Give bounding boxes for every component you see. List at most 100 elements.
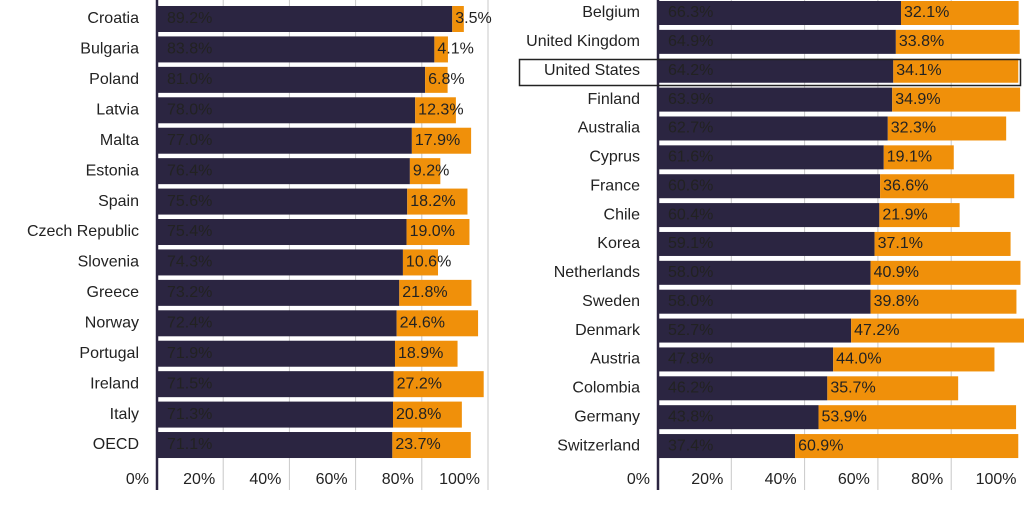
bar-segment: [157, 66, 426, 93]
value-label: 62.7%: [668, 120, 713, 137]
bar-segment: [892, 87, 1021, 112]
bar-segment: [895, 29, 1020, 54]
value-label: 77.0%: [167, 132, 212, 149]
value-label: 52.7%: [668, 322, 713, 339]
value-label: 21.9%: [882, 206, 927, 223]
bar-segment: [658, 231, 875, 256]
value-label: 40.9%: [874, 264, 919, 281]
value-label: 64.2%: [668, 62, 713, 79]
bar-segment: [157, 401, 394, 428]
value-label: 64.9%: [668, 33, 713, 50]
value-label: 23.7%: [395, 436, 440, 453]
x-tick-label: 100%: [439, 471, 480, 488]
y-tick-label: Denmark: [575, 322, 641, 339]
value-label: 6.8%: [428, 71, 464, 88]
bar-segment: [393, 371, 484, 398]
bar-segment: [887, 116, 1007, 141]
y-tick-label: Colombia: [572, 380, 640, 397]
bar-segment: [157, 371, 394, 398]
value-label: 71.9%: [167, 345, 212, 362]
y-tick-label: Australia: [578, 120, 640, 137]
x-tick-label: 0%: [627, 471, 650, 488]
bar-segment: [658, 174, 881, 199]
bar-segment: [406, 219, 470, 246]
x-tick-label: 40%: [249, 471, 281, 488]
value-label: 4.1%: [437, 41, 473, 58]
bar-segment: [658, 434, 796, 459]
y-tick-label: Ireland: [90, 375, 139, 392]
bar-segment: [851, 318, 1024, 343]
value-label: 63.9%: [668, 91, 713, 108]
value-label: 43.8%: [668, 408, 713, 425]
value-label: 10.6%: [406, 254, 451, 271]
bar-segment: [402, 249, 439, 276]
value-label: 60.9%: [798, 437, 843, 454]
bar-segment: [399, 279, 472, 306]
y-tick-label: Poland: [89, 71, 139, 88]
value-label: 21.8%: [402, 284, 447, 301]
highlight-box: [518, 58, 1022, 87]
y-tick-label: Greece: [87, 284, 140, 301]
y-tick-label: Sweden: [582, 293, 640, 310]
value-label: 71.3%: [167, 406, 212, 423]
bar-segment: [658, 318, 852, 343]
bar-segment: [658, 376, 828, 401]
y-tick-label: Latvia: [96, 102, 139, 119]
value-label: 59.1%: [668, 235, 713, 252]
bar-segment: [415, 97, 456, 124]
value-label: 3.5%: [455, 10, 491, 27]
bar-segment: [157, 6, 453, 32]
value-label: 27.2%: [397, 375, 442, 392]
bar-segment: [658, 260, 871, 285]
bar-segment: [434, 36, 448, 63]
y-tick-label: Belgium: [582, 4, 640, 21]
value-label: 47.2%: [854, 322, 899, 339]
bar-segment: [157, 36, 435, 63]
x-tick-label: 80%: [382, 471, 414, 488]
bar-segment: [658, 58, 894, 83]
value-label: 75.4%: [167, 223, 212, 240]
x-tick-label: 100%: [976, 471, 1017, 488]
value-label: 83.8%: [167, 41, 212, 58]
bar-segment: [157, 249, 403, 276]
bar-segment: [452, 6, 464, 32]
bar-segment: [818, 405, 1017, 430]
value-label: 71.5%: [167, 375, 212, 392]
bar-segment: [833, 347, 995, 372]
value-label: 58.0%: [668, 264, 713, 281]
bar-segment: [658, 116, 888, 141]
bar-segment: [658, 289, 871, 314]
value-label: 18.2%: [410, 193, 455, 210]
bar-segment: [157, 188, 408, 215]
y-tick-label: Spain: [98, 193, 139, 210]
bar-segment: [411, 127, 472, 154]
bar-segment: [157, 279, 400, 306]
value-label: 36.6%: [883, 177, 928, 194]
value-label: 12.3%: [418, 102, 463, 119]
value-label: 60.6%: [668, 177, 713, 194]
bar-segment: [795, 434, 1019, 459]
value-label: 89.2%: [167, 10, 212, 27]
y-tick-label: OECD: [93, 436, 139, 453]
bar-segment: [880, 174, 1015, 199]
bar-segment: [393, 401, 462, 428]
value-label: 75.6%: [167, 193, 212, 210]
bar-segment: [827, 376, 959, 401]
x-tick-label: 80%: [911, 471, 943, 488]
value-label: 73.2%: [167, 284, 212, 301]
bar-segment: [874, 231, 1011, 256]
value-label: 74.3%: [167, 254, 212, 271]
bar-segment: [658, 405, 819, 430]
value-label: 76.4%: [167, 162, 212, 179]
bar-segment: [658, 87, 893, 112]
value-label: 9.2%: [413, 162, 449, 179]
y-tick-label: Portugal: [79, 345, 139, 362]
bar-segment: [658, 29, 896, 54]
value-label: 35.7%: [830, 380, 875, 397]
value-label: 58.0%: [668, 293, 713, 310]
bar-segment: [157, 432, 393, 459]
value-label: 18.9%: [398, 345, 443, 362]
bar-segment: [157, 219, 407, 246]
bar-segment: [879, 203, 960, 228]
